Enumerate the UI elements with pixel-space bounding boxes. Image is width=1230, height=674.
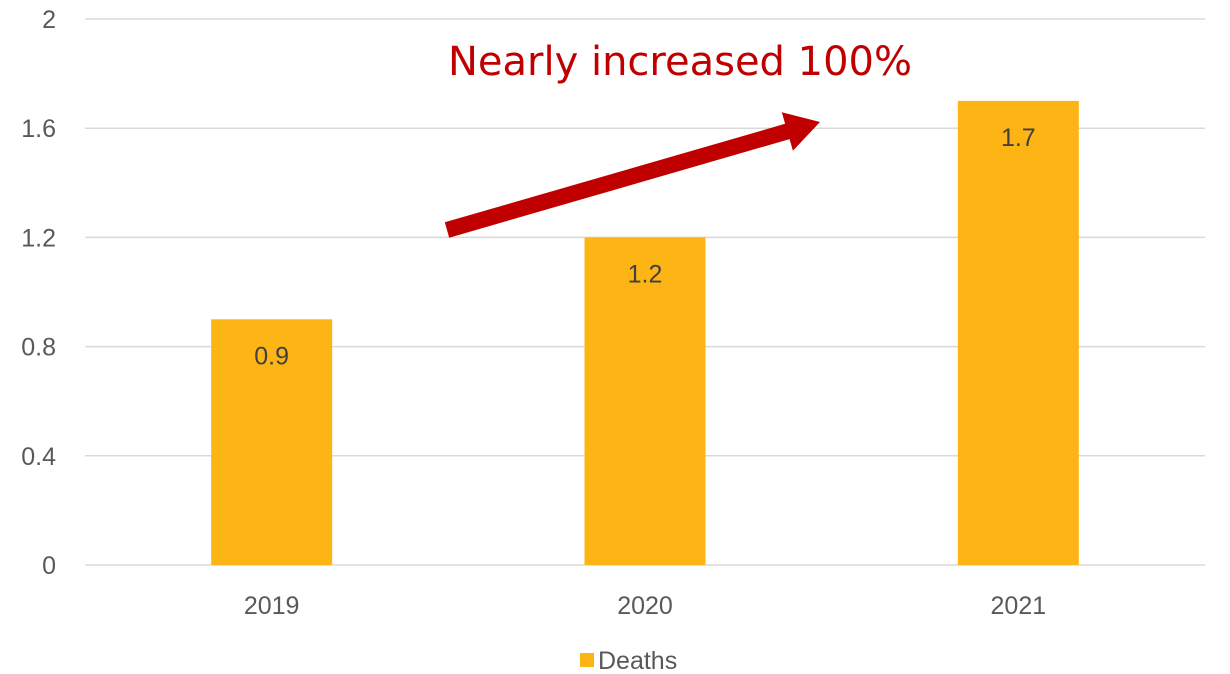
bar-2019 — [211, 319, 333, 565]
data-label: 0.9 — [254, 342, 289, 370]
data-label: 1.7 — [1001, 124, 1036, 152]
annotation-text: Nearly increased 100% — [448, 39, 912, 85]
y-tick-label: 0 — [42, 552, 56, 580]
y-tick-label: 1.6 — [21, 115, 56, 143]
data-label: 1.2 — [628, 260, 663, 288]
y-tick-label: 1.2 — [21, 224, 56, 252]
bar-2020 — [584, 237, 706, 565]
y-tick-label: 0.8 — [21, 334, 56, 362]
y-axis-tick-labels: 0 0.4 0.8 1.2 1.6 2 — [21, 6, 56, 580]
data-labels: 0.9 1.2 1.7 — [254, 124, 1035, 370]
y-tick-label: 0.4 — [21, 443, 56, 471]
trend-arrow-shape — [444, 112, 820, 238]
bar-2021 — [957, 100, 1079, 566]
legend-swatch-deaths — [580, 653, 594, 667]
y-tick-label: 2 — [42, 6, 56, 34]
x-tick-label: 2019 — [244, 592, 300, 620]
bars — [211, 100, 1079, 566]
trend-arrow — [444, 112, 820, 238]
x-axis-tick-labels: 2019 2020 2021 — [244, 592, 1046, 620]
legend-label-deaths: Deaths — [598, 647, 677, 674]
x-tick-label: 2020 — [617, 592, 673, 620]
x-tick-label: 2021 — [991, 592, 1047, 620]
legend: Deaths — [580, 647, 677, 674]
